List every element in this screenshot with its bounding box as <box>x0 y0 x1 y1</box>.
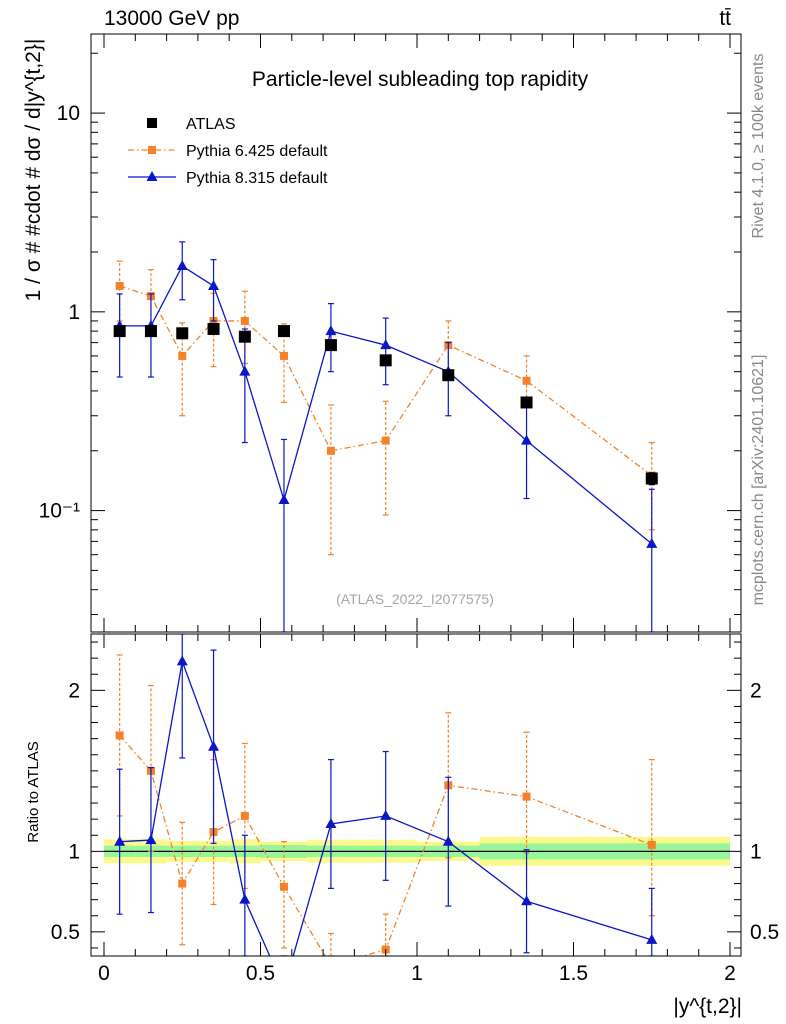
ratio-pythia8-point <box>521 895 533 906</box>
legend-marker-atlas <box>147 118 157 128</box>
source-side-label: mcplots.cern.ch [arXiv:2401.10621] <box>750 355 767 606</box>
main-pythia8-point <box>278 494 290 505</box>
x-tick-label: 0 <box>98 962 110 985</box>
ratio-pythia8-point <box>325 817 337 828</box>
x-tick-label: 1.5 <box>559 962 588 985</box>
ratio-pythia8-point <box>208 740 220 751</box>
ratio-pythia8-point <box>145 834 157 845</box>
main-atlas-point <box>277 325 290 338</box>
ratio-pythia8-point <box>176 655 188 666</box>
rivet-side-label: Rivet 4.1.0, ≥ 100k events <box>750 54 767 239</box>
ratio-pythia6-point <box>522 792 531 801</box>
main-atlas-point <box>442 369 455 382</box>
x-tick-label: 1 <box>411 962 423 985</box>
main-panel-axes: 10⁻¹ 1 10 <box>39 34 741 632</box>
main-pythia8-point <box>239 365 251 376</box>
main-atlas-point <box>520 396 533 409</box>
main-panel-frame <box>90 33 742 633</box>
main-y-tick-label: 10⁻¹ <box>39 500 80 523</box>
main-pythia8-point <box>380 339 392 350</box>
main-panel-marks <box>113 241 658 632</box>
main-pythia8-point <box>176 260 188 271</box>
main-pythia6-point <box>279 351 288 360</box>
main-pythia6-point <box>178 351 187 360</box>
ratio-pythia6-point <box>240 811 249 820</box>
ratio-pythia6-point <box>647 840 656 849</box>
ratio-pythia8-point <box>646 933 658 944</box>
main-y-tick-label: 10 <box>57 102 80 125</box>
ratio-y-axis-label: Ratio to ATLAS <box>25 741 42 842</box>
main-y-axis-label: 1 / σ # #cdot # dσ / d|y^{t,2}| <box>22 39 45 302</box>
process-label: tt̄ <box>719 7 731 30</box>
main-atlas-point <box>113 325 126 338</box>
ratio-panel-axes: 0 0.5 1 1.5 2 0.5 0.5 1 1 2 2 <box>51 634 779 985</box>
ratio-panel-frame <box>90 633 742 957</box>
ratio-y-tick-label-left: 2 <box>68 679 80 702</box>
main-pythia8-point <box>325 325 337 336</box>
main-pythia8-point <box>646 537 658 548</box>
main-pythia8-point <box>521 434 533 445</box>
main-pythia6-point <box>522 376 531 385</box>
ratio-pythia6-point <box>178 879 187 888</box>
ratio-panel-marks <box>104 634 730 956</box>
main-y-tick-label: 1 <box>68 301 80 324</box>
main-pythia8-series <box>114 241 658 632</box>
ratio-y-tick-label-right: 2 <box>750 679 762 702</box>
legend-label-atlas: ATLAS <box>186 116 236 133</box>
ratio-pythia8-series <box>114 634 658 956</box>
ratio-pythia8-point <box>239 893 251 904</box>
analysis-id-label: (ATLAS_2022_I2077575) <box>336 591 494 607</box>
legend: ATLAS Pythia 6.425 default Pythia 8.315 … <box>128 116 328 187</box>
ratio-y-tick-label-right: 0.5 <box>750 921 779 944</box>
main-atlas-point <box>176 327 189 340</box>
main-pythia6-point <box>326 446 335 455</box>
ratio-y-tick-label-right: 1 <box>750 840 762 863</box>
main-atlas-point <box>144 325 157 338</box>
ratio-pythia8-point <box>380 809 392 820</box>
main-pythia8-point <box>208 279 220 290</box>
ratio-pythia8-point <box>114 835 126 846</box>
legend-marker-pythia6 <box>148 146 156 154</box>
x-tick-label: 2 <box>724 962 736 985</box>
main-atlas-point <box>379 354 392 367</box>
legend-marker-pythia8 <box>146 171 158 181</box>
x-tick-label: 0.5 <box>246 962 275 985</box>
main-atlas-point <box>645 472 658 485</box>
main-atlas-series <box>113 322 658 486</box>
ratio-pythia8-line <box>119 658 652 956</box>
main-atlas-point <box>238 330 251 343</box>
main-atlas-point <box>324 339 337 352</box>
main-atlas-point <box>207 322 220 335</box>
ratio-pythia8-point <box>442 835 454 846</box>
main-pythia6-point <box>381 436 390 445</box>
legend-label-pythia8: Pythia 8.315 default <box>186 170 328 187</box>
plot-title: Particle-level subleading top rapidity <box>252 68 589 91</box>
ratio-y-tick-label-left: 1 <box>68 840 80 863</box>
ratio-pythia6-point <box>115 731 124 740</box>
main-pythia6-point <box>115 281 124 290</box>
main-pythia6-point <box>240 316 249 325</box>
energy-label: 13000 GeV pp <box>104 7 239 30</box>
ratio-pythia6-point <box>279 882 288 891</box>
ratio-y-tick-label-left: 0.5 <box>51 921 80 944</box>
legend-label-pythia6: Pythia 6.425 default <box>186 143 328 160</box>
x-axis-label: |y^{t,2}| <box>673 995 742 1018</box>
